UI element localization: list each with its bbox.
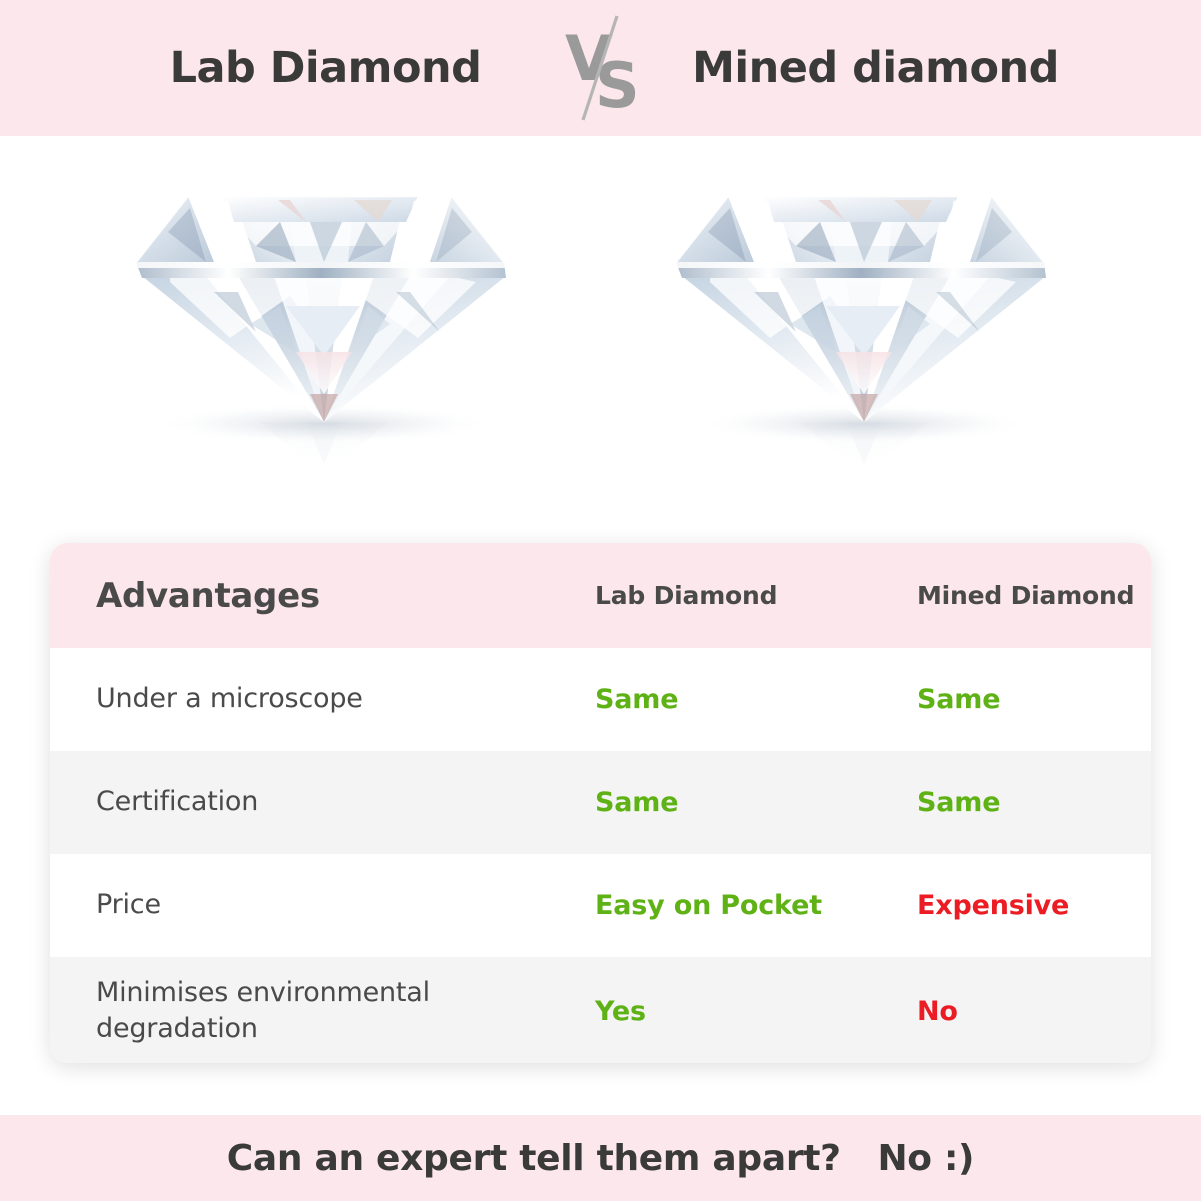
row-mined-cell: Expensive xyxy=(873,890,1151,921)
header-label-lab-diamond: Lab Diamond xyxy=(595,581,778,610)
row-lab-cell: Yes xyxy=(542,996,873,1027)
banner-title-lab: Lab Diamond xyxy=(169,42,482,93)
top-banner: Lab Diamond V S Mined diamond xyxy=(0,0,1201,136)
banner-title-mined: Mined diamond xyxy=(692,42,1059,93)
bottom-banner: Can an expert tell them apart? No :) xyxy=(0,1115,1201,1201)
row-mined-value: Same xyxy=(917,684,1001,715)
row-feature-label: Under a microscope xyxy=(96,683,363,715)
row-lab-cell: Easy on Pocket xyxy=(542,890,873,921)
svg-text:V: V xyxy=(565,22,613,95)
row-feature-label: Price xyxy=(96,889,161,921)
table-row: Minimises environmental degradation Yes … xyxy=(50,957,1151,1063)
row-feature-cell: Minimises environmental degradation xyxy=(50,975,542,1048)
row-feature-cell: Under a microscope xyxy=(50,681,542,717)
row-mined-cell: Same xyxy=(873,787,1151,818)
vs-badge: V S xyxy=(541,8,661,128)
table-row: Under a microscope Same Same xyxy=(50,648,1151,751)
header-label-mined-diamond: Mined Diamond xyxy=(917,581,1135,610)
vs-slash-icon: V S xyxy=(565,15,639,122)
row-lab-value: Same xyxy=(595,787,679,818)
header-cell-mined: Mined Diamond xyxy=(873,581,1151,610)
row-lab-value: Easy on Pocket xyxy=(595,890,822,921)
row-feature-label: Minimises environmental degradation xyxy=(96,976,430,1044)
row-mined-value: No xyxy=(917,995,958,1027)
header-cell-feature: Advantages xyxy=(50,576,542,616)
row-feature-cell: Certification xyxy=(50,784,542,820)
row-lab-cell: Same xyxy=(542,787,873,818)
footer-question: Can an expert tell them apart? No :) xyxy=(226,1137,975,1179)
table-row: Price Easy on Pocket Expensive xyxy=(50,854,1151,957)
lab-diamond-image xyxy=(110,156,530,486)
row-lab-value: Same xyxy=(595,684,679,715)
diamond-stage xyxy=(0,136,1201,536)
table-header-row: Advantages Lab Diamond Mined Diamond xyxy=(50,543,1151,648)
table-row: Certification Same Same xyxy=(50,751,1151,854)
row-mined-cell: No xyxy=(873,996,1151,1027)
header-cell-lab: Lab Diamond xyxy=(542,581,873,610)
row-lab-cell: Same xyxy=(542,684,873,715)
row-mined-value: Same xyxy=(917,787,1001,818)
header-label-advantages: Advantages xyxy=(96,575,320,616)
row-mined-value: Expensive xyxy=(917,890,1070,921)
row-feature-cell: Price xyxy=(50,887,542,923)
row-lab-value: Yes xyxy=(595,995,646,1027)
mined-diamond-image xyxy=(650,156,1070,486)
row-mined-cell: Same xyxy=(873,684,1151,715)
comparison-table-card: Advantages Lab Diamond Mined Diamond Und… xyxy=(50,543,1151,1063)
row-feature-label: Certification xyxy=(96,786,259,818)
